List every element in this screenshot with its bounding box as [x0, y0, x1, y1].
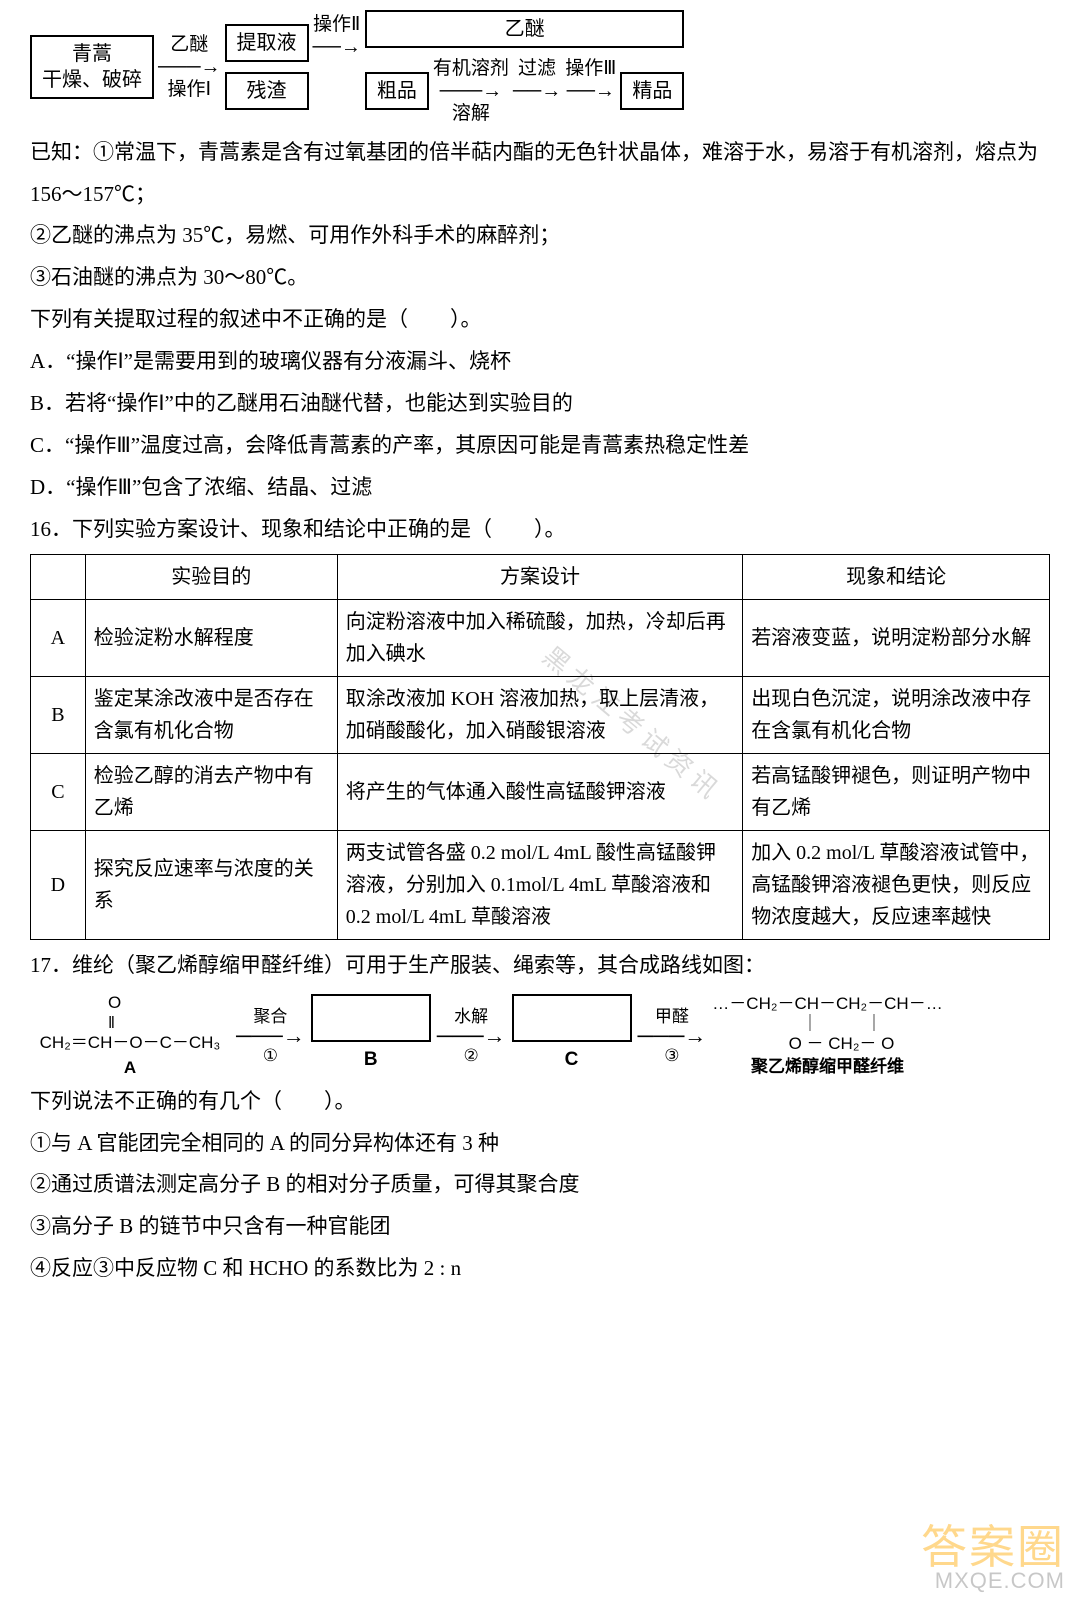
cell-purpose: 探究反应速率与浓度的关系	[85, 830, 337, 939]
flow-label-solvent: 有机溶剂 ───→ 溶解	[433, 58, 509, 125]
cell-purpose: 鉴定某涂改液中是否存在含氯有机化合物	[85, 676, 337, 753]
flow-label-filter: 过滤 ──→	[513, 58, 561, 125]
flow-box-ether: 乙醚	[365, 10, 684, 48]
synthesis-route-diagram: O ‖ CH₂＝CH－O－C－CH₃ A 聚合 ───→ ① B 水解 ───→…	[30, 993, 1050, 1077]
watermark-url: MXQE.COM	[921, 1570, 1065, 1592]
cell-plan: 两支试管各盛 0.2 mol/L 4mL 酸性高锰酸钾溶液，分别加入 0.1mo…	[337, 830, 742, 939]
cell-result: 若高锰酸钾褪色，则证明产物中有乙烯	[743, 753, 1050, 830]
q15-option-b: B．若将“操作Ⅰ”中的乙醚用石油醚代替，也能达到实验目的	[30, 384, 1050, 424]
row-label: A	[31, 599, 86, 676]
flow-split-1: 提取液 残渣	[225, 24, 309, 110]
table-row: D 探究反应速率与浓度的关系 两支试管各盛 0.2 mol/L 4mL 酸性高锰…	[31, 830, 1050, 939]
flow-box-extract: 提取液	[225, 24, 309, 62]
table-h3: 现象和结论	[743, 554, 1050, 599]
q15-option-d: D．“操作Ⅲ”包含了浓缩、结晶、过滤	[30, 468, 1050, 508]
q17-substem: 下列说法不正确的有几个（ ）。	[30, 1082, 1050, 1122]
compound-b-group: B	[311, 994, 431, 1078]
flow-label-op3: 操作Ⅲ ──→	[565, 58, 616, 125]
corner-watermark: 答案圈 MXQE.COM	[921, 1524, 1065, 1592]
compound-c-box	[512, 994, 632, 1042]
q17-statement-2: ②通过质谱法测定高分子 B 的相对分子质量，可得其聚合度	[30, 1165, 1050, 1205]
known-info-3: ③石油醚的沸点为 30～80℃。	[30, 258, 1050, 298]
reaction-arrow-3: 甲醛 ───→ ③	[638, 1008, 707, 1064]
reaction-arrow-2: 水解 ───→ ②	[437, 1008, 506, 1064]
cell-result: 出现白色沉淀，说明涂改液中存在含氯有机化合物	[743, 676, 1050, 753]
compound-b-box	[311, 994, 431, 1042]
reaction-arrow-1: 聚合 ───→ ①	[236, 1008, 305, 1064]
q15-option-a: A．“操作Ⅰ”是需要用到的玻璃仪器有分液漏斗、烧杯	[30, 342, 1050, 382]
cell-purpose: 检验乙醇的消去产物中有乙烯	[85, 753, 337, 830]
flow-label-op2: 操作Ⅱ ──→	[313, 14, 361, 59]
experiment-table: 实验目的 方案设计 现象和结论 A 检验淀粉水解程度 向淀粉溶液中加入稀硫酸，加…	[30, 554, 1050, 940]
q15-stem: 下列有关提取过程的叙述中不正确的是（ ）。	[30, 300, 1050, 340]
compound-a: O ‖ CH₂＝CH－O－C－CH₃ A	[30, 993, 230, 1077]
product-polymer: …－CH₂－CH－CH₂－CH－… ｜ ｜ O － CH₂－ O 聚乙烯醇缩甲醛…	[712, 994, 942, 1076]
table-row: C 检验乙醇的消去产物中有乙烯 将产生的气体通入酸性高锰酸钾溶液 若高锰酸钾褪色…	[31, 753, 1050, 830]
table-h2: 方案设计	[337, 554, 742, 599]
flow-text: 青蒿	[42, 41, 142, 67]
flow-box-qinghao: 青蒿 干燥、破碎	[30, 35, 154, 99]
table-corner	[31, 554, 86, 599]
flow-box-crude: 粗品	[365, 72, 429, 110]
table-h1: 实验目的	[85, 554, 337, 599]
q17-statement-3: ③高分子 B 的链节中只含有一种官能团	[30, 1207, 1050, 1247]
flow-split-2: 乙醚 粗品 有机溶剂 ───→ 溶解 过滤 ──→ 操作Ⅲ ──→ 精品	[365, 10, 684, 125]
compound-c-group: C	[512, 994, 632, 1078]
table-header-row: 实验目的 方案设计 现象和结论	[31, 554, 1050, 599]
flow-label-op1: 乙醚 ───→ 操作Ⅰ	[158, 34, 221, 101]
q17-statement-1: ①与 A 官能团完全相同的 A 的同分异构体还有 3 种	[30, 1124, 1050, 1164]
known-temp: 156～157℃；	[30, 175, 1050, 215]
flow-box-pure: 精品	[620, 72, 684, 110]
cell-result: 若溶液变蓝，说明淀粉部分水解	[743, 599, 1050, 676]
known-info-2: ②乙醚的沸点为 35℃，易燃、可用作外科手术的麻醉剂；	[30, 216, 1050, 256]
row-label: B	[31, 676, 86, 753]
cell-plan: 向淀粉溶液中加入稀硫酸，加热，冷却后再加入碘水	[337, 599, 742, 676]
flow-text: 干燥、破碎	[42, 67, 142, 93]
q17-statement-4: ④反应③中反应物 C 和 HCHO 的系数比为 2 : n	[30, 1249, 1050, 1289]
q16-stem: 16．下列实验方案设计、现象和结论中正确的是（ ）。	[30, 510, 1050, 550]
q17-stem: 17．维纶（聚乙烯醇缩甲醛纤维）可用于生产服装、绳索等，其合成路线如图：	[30, 946, 1050, 986]
flow-box-residue: 残渣	[225, 72, 309, 110]
row-label: D	[31, 830, 86, 939]
q15-option-c: C．“操作Ⅲ”温度过高，会降低青蒿素的产率，其原因可能是青蒿素热稳定性差	[30, 426, 1050, 466]
watermark-brand: 答案圈	[921, 1524, 1065, 1570]
cell-result: 加入 0.2 mol/L 草酸溶液试管中，高锰酸钾溶液褪色更快，则反应物浓度越大…	[743, 830, 1050, 939]
row-label: C	[31, 753, 86, 830]
cell-purpose: 检验淀粉水解程度	[85, 599, 337, 676]
cell-plan: 将产生的气体通入酸性高锰酸钾溶液	[337, 753, 742, 830]
table-row: A 检验淀粉水解程度 向淀粉溶液中加入稀硫酸，加热，冷却后再加入碘水 若溶液变蓝…	[31, 599, 1050, 676]
extraction-flow-diagram: 青蒿 干燥、破碎 乙醚 ───→ 操作Ⅰ 提取液 残渣 操作Ⅱ ──→ 乙醚 粗…	[30, 10, 1050, 125]
cell-plan: 取涂改液加 KOH 溶液加热，取上层清液，加硝酸酸化，加入硝酸银溶液	[337, 676, 742, 753]
table-row: B 鉴定某涂改液中是否存在含氯有机化合物 取涂改液加 KOH 溶液加热，取上层清…	[31, 676, 1050, 753]
known-info-1: 已知：①常温下，青蒿素是含有过氧基团的倍半萜内酯的无色针状晶体，难溶于水，易溶于…	[30, 133, 1050, 173]
